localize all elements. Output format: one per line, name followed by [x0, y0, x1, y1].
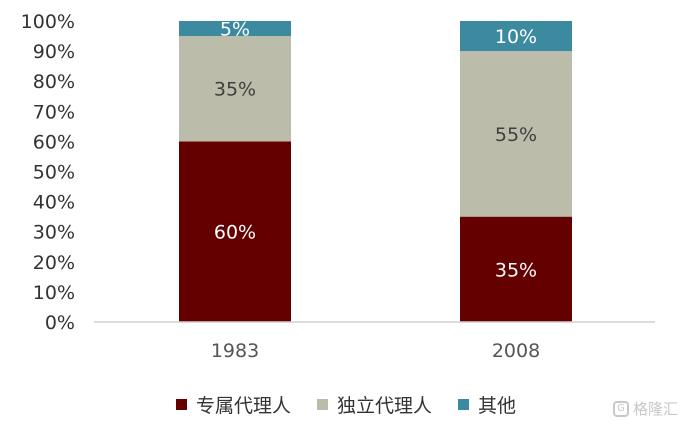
watermark: G 格隆汇 — [612, 398, 678, 419]
legend-label: 其他 — [478, 394, 517, 417]
legend-swatch — [458, 398, 469, 410]
legend-item-independent: 独立代理人 — [316, 391, 432, 418]
x-category-label: 1983 — [211, 340, 259, 362]
y-tick-label: 20% — [33, 252, 75, 274]
y-tick-label: 70% — [33, 101, 75, 123]
legend-swatch — [316, 398, 328, 410]
y-tick-label: 30% — [33, 222, 75, 244]
g-logo-icon: G — [612, 400, 629, 417]
data-label: 55% — [495, 124, 537, 146]
bar-segment — [460, 21, 572, 52]
y-tick-label: 100% — [21, 11, 75, 33]
segment-labels: 60% 35% 5% 35% 55% 10% — [214, 19, 537, 282]
bar-segment — [179, 141, 291, 322]
data-label: 35% — [214, 79, 256, 101]
y-axis-ticks: 0% 10% 20% 30% 40% 50% 60% 70% 80% 90% 100% — [21, 11, 75, 334]
x-category-label: 2008 — [492, 340, 540, 362]
x-axis-categories: 1983 2008 — [211, 340, 540, 362]
bar-segment — [179, 21, 291, 37]
y-tick-label: 50% — [33, 162, 75, 184]
legend-swatch — [175, 398, 187, 410]
bar-segment — [460, 51, 572, 217]
y-tick-label: 10% — [33, 282, 75, 304]
y-tick-label: 60% — [33, 131, 75, 153]
bar-segment — [179, 36, 291, 142]
y-tick-label: 0% — [45, 312, 75, 334]
legend-label: 独立代理人 — [336, 394, 432, 417]
y-tick-label: 40% — [33, 192, 75, 214]
watermark-text: 格隆汇 — [632, 400, 678, 418]
data-label: 60% — [214, 222, 256, 244]
legend: 专属代理人 独立代理人 其他 — [0, 389, 692, 419]
y-tick-label: 90% — [33, 41, 75, 63]
bars — [179, 21, 572, 322]
bar-segment — [460, 216, 572, 322]
legend-label: 专属代理人 — [195, 394, 291, 417]
y-tick-label: 80% — [33, 71, 75, 93]
data-label: 10% — [495, 26, 537, 48]
data-label: 5% — [220, 19, 250, 41]
stacked-bar-chart: 0% 10% 20% 30% 40% 50% 60% 70% 80% 90% 100% 60% 35%… — [21, 11, 655, 362]
data-label: 35% — [495, 259, 537, 281]
legend-item-exclusive: 专属代理人 — [175, 391, 291, 418]
legend-item-other: 其他 — [458, 391, 516, 418]
